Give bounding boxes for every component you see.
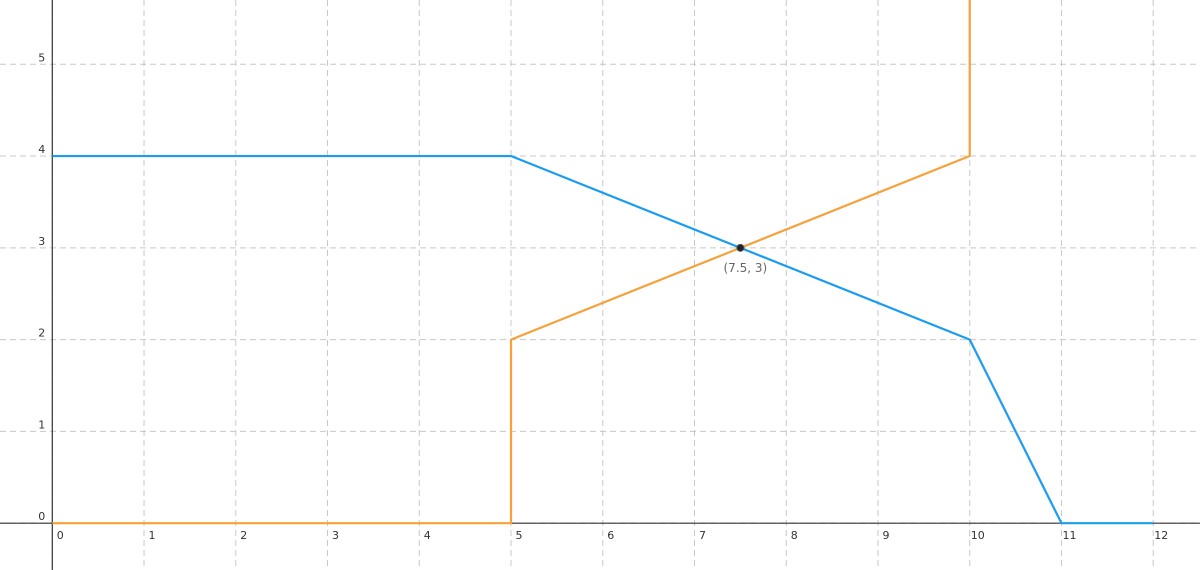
y-tick-label: 1	[38, 418, 45, 431]
x-tick-label: 5	[516, 529, 523, 542]
x-tick-label: 12	[1154, 529, 1168, 542]
x-tick-label: 2	[240, 529, 247, 542]
y-tick-label: 5	[38, 51, 45, 64]
x-tick-label: 10	[971, 529, 985, 542]
y-tick-label: 2	[38, 327, 45, 340]
x-tick-label: 9	[882, 529, 889, 542]
x-tick-label: 6	[607, 529, 614, 542]
x-tick-label: 7	[699, 529, 706, 542]
x-tick-label: 1	[149, 529, 156, 542]
intersection-point	[736, 243, 745, 252]
y-tick-label: 4	[38, 143, 45, 156]
point-label: (7.5, 3)	[724, 261, 768, 275]
x-tick-label: 0	[57, 529, 64, 542]
y-tick-label: 3	[38, 235, 45, 248]
series-line	[52, 154, 1154, 525]
y-tick-label: 0	[38, 510, 45, 523]
series-line	[52, 0, 971, 525]
x-tick-label: 4	[424, 529, 431, 542]
x-tick-label: 3	[332, 529, 339, 542]
x-tick-label: 11	[1062, 529, 1076, 542]
x-tick-label: 8	[791, 529, 798, 542]
